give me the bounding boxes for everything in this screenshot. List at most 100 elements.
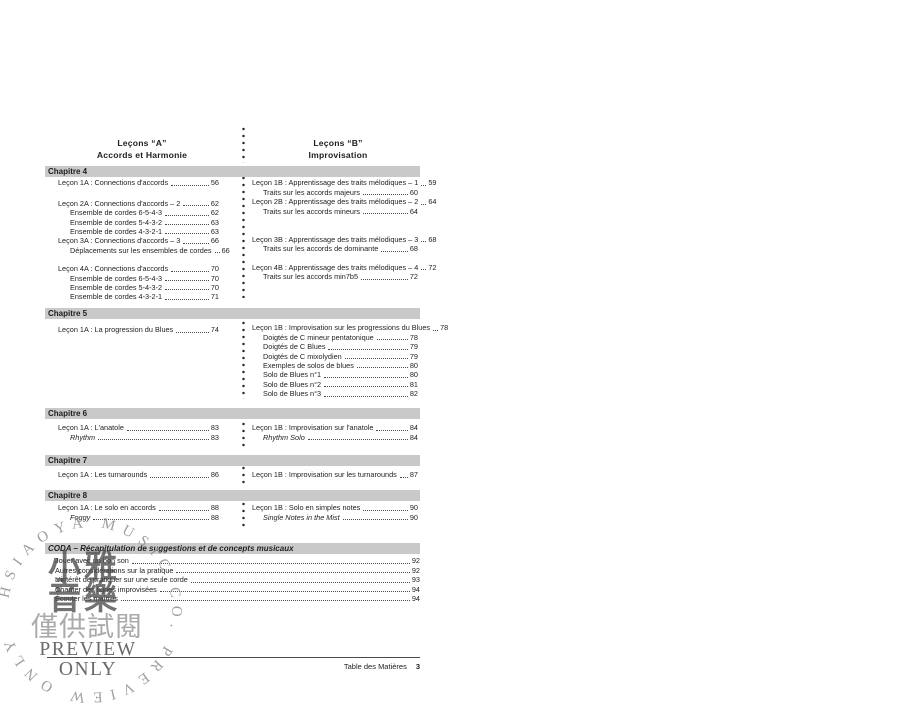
toc-entry-page-number: 94	[411, 593, 420, 603]
toc-entry-page-number: 94	[411, 584, 420, 594]
toc-entry: Leçon 2B : Apprentissage des traits mélo…	[252, 197, 436, 207]
dot-leader	[324, 386, 408, 388]
chapter-title-bar: Chapitre 6	[45, 408, 420, 419]
toc-entry: Leçon 1B : Solo en simples notes 90	[252, 503, 418, 512]
toc-entry: Leçon 1B : Apprentissage des traits mélo…	[252, 178, 436, 188]
dot-leader	[159, 591, 410, 593]
toc-entry-page-number: 92	[411, 556, 420, 566]
toc-entry: Ensemble de cordes 6-5-4-3 62	[45, 208, 219, 217]
footer-page-number: 3	[415, 662, 420, 671]
dot-leader	[376, 429, 408, 431]
toc-entry-page-number: 66	[210, 236, 219, 246]
chapter-5-left-column: Leçon 1A : La progression du Blues 74	[45, 323, 219, 334]
dot-leader	[171, 184, 209, 186]
toc-entry-label: Ensemble de cordes 6-5-4-3	[70, 208, 163, 218]
toc-entry: Doigtés de C Blues 79	[252, 342, 418, 351]
toc-entry-label: Leçon 1B : Apprentissage des traits mélo…	[252, 178, 419, 188]
toc-entry-label: Traits sur les accords majeurs	[263, 187, 361, 197]
toc-entry-label: Leçon 2B : Apprentissage des traits mélo…	[252, 197, 419, 207]
dot-leader	[363, 509, 408, 511]
dot-leader	[324, 395, 408, 397]
toc-entry-label: Single Notes in the Mist	[263, 512, 340, 522]
chapter-title-bar: Chapitre 5	[45, 308, 420, 319]
dot-leader	[399, 476, 408, 478]
dot-leader	[342, 519, 408, 521]
toc-entry: Écouter les maîtres 94	[45, 594, 420, 603]
toc-entry-page-number: 62	[210, 198, 219, 208]
toc-entry-page-number: 68	[428, 234, 437, 244]
chapter-section-5: Chapitre 5 Leçon 1A : La progression du …	[45, 308, 448, 398]
dot-leader	[183, 242, 209, 244]
dot-leader	[176, 572, 410, 574]
toc-entry: Leçon 1B : Improvisation sur l'anatole 84	[252, 423, 418, 432]
toc-entry-page-number: 84	[409, 423, 418, 433]
toc-entry-page-number: 63	[210, 217, 219, 227]
toc-entry-label: Leçon 1A : Connections d'accords	[58, 178, 169, 188]
toc-entry-page-number: 70	[210, 273, 219, 283]
toc-entry-label: Chanter des lignes improvisées	[55, 584, 157, 594]
toc-entry: Leçon 4B : Apprentissage des traits mélo…	[252, 262, 436, 272]
toc-entry: Ensemble de cordes 4-3-2-1 71	[45, 292, 219, 301]
watermark-cjk-line3: 僅供試閱	[31, 612, 143, 643]
dot-leader	[361, 278, 408, 280]
dot-leader	[98, 439, 209, 441]
dot-leader	[171, 270, 209, 272]
toc-entry: Traits sur les accords de dominante 68	[252, 244, 418, 253]
toc-entry-page-number: 86	[210, 470, 219, 480]
toc-entry-label: Leçon 2A : Connections d'accords – 2	[58, 198, 181, 208]
chapter-7-right-column: Leçon 1B : Improvisation sur les turnaro…	[252, 468, 418, 479]
chapter-4-left-column: Leçon 1A : Connections d'accords 56 Leçon …	[45, 178, 230, 301]
chapter-title-bar: Chapitre 4	[45, 166, 420, 177]
footer-label: Table des Matières	[343, 662, 407, 671]
chapter-7-left-column: Leçon 1A : Les turnarounds 86	[45, 468, 219, 479]
toc-entry-page-number: 70	[210, 264, 219, 274]
dot-leader	[376, 339, 408, 341]
dot-leader	[433, 329, 439, 331]
toc-entry-label: Ensemble de cordes 5-4-3-2	[70, 217, 163, 227]
toc-entry: Leçon 1B : Improvisation sur les turnaro…	[252, 470, 418, 479]
toc-entry-page-number: 83	[210, 432, 219, 442]
toc-entry: L'intérêt de pratiquer sur une seule cor…	[45, 575, 420, 584]
toc-entry-label: Leçon 4B : Apprentissage des traits mélo…	[252, 262, 419, 272]
toc-entry-page-number: 84	[409, 432, 418, 442]
toc-entry-page-number: 72	[428, 262, 437, 272]
footer-rule	[47, 657, 420, 658]
chapter-6-right-column: Leçon 1B : Improvisation sur l'anatole 84…	[252, 423, 418, 442]
toc-entry: Doigtés de C mineur pentatonique 78	[252, 332, 418, 342]
toc-entry: Leçon 1A : Le solo en accords 88	[45, 503, 219, 512]
chapter-section-7: Chapitre 7 Leçon 1A : Les turnarounds 86 …	[45, 455, 420, 479]
chapter-section-8: Chapitre 8 Leçon 1A : Le solo en accords…	[45, 490, 420, 522]
toc-entry: Leçon 1A : Connections d'accords 56	[45, 178, 219, 187]
chapter-section-6: Chapitre 6 Leçon 1A : L'anatole 83 Rhythm 8…	[45, 408, 420, 442]
toc-entry-label: Autres considérations sur la pratique	[55, 565, 174, 575]
dot-leader	[120, 600, 410, 602]
toc-entry-label: Leçon 1A : Les turnarounds	[58, 470, 148, 480]
dot-leader	[150, 476, 209, 478]
dot-leader	[165, 233, 209, 235]
toc-entry-page-number: 82	[409, 389, 418, 399]
column-b-title: Leçons “B”	[313, 138, 363, 148]
toc-entry-page-number: 64	[428, 197, 437, 207]
toc-entry: Leçon 1A : La progression du Blues 74	[45, 325, 219, 334]
coda-item-list: Jouer avec un bon son 92 Autres considérat…	[45, 556, 420, 603]
dot-leader	[131, 562, 410, 564]
page-footer: Table des Matières 3	[45, 662, 420, 671]
toc-entry-label: Déplacements sur les ensembles de cordes	[70, 245, 212, 255]
toc-entry: Traits sur les accords mineurs 64	[252, 206, 418, 216]
toc-entry: Solo de Blues n°3 82	[252, 389, 418, 398]
toc-entry: Traits sur les accords majeurs 60	[252, 187, 418, 197]
toc-entry-page-number: 68	[409, 244, 418, 254]
dot-leader	[165, 289, 209, 291]
toc-entry-label: Exemples de solos de blues	[263, 360, 354, 370]
toc-entry-page-number: 66	[221, 245, 230, 255]
dot-leader	[165, 224, 209, 226]
toc-entry-page-number: 90	[409, 512, 418, 522]
toc-entry-label: Solo de Blues n°3	[263, 389, 322, 399]
dot-leader	[190, 581, 410, 583]
column-separator-dots	[242, 176, 245, 298]
toc-entry-page-number: 80	[409, 360, 418, 370]
toc-entry-label: Traits sur les accords mineurs	[263, 206, 361, 216]
toc-entry-label: Traits sur les accords min7b5	[263, 272, 359, 282]
dot-leader	[328, 348, 408, 350]
toc-entry-page-number: 93	[411, 575, 420, 585]
